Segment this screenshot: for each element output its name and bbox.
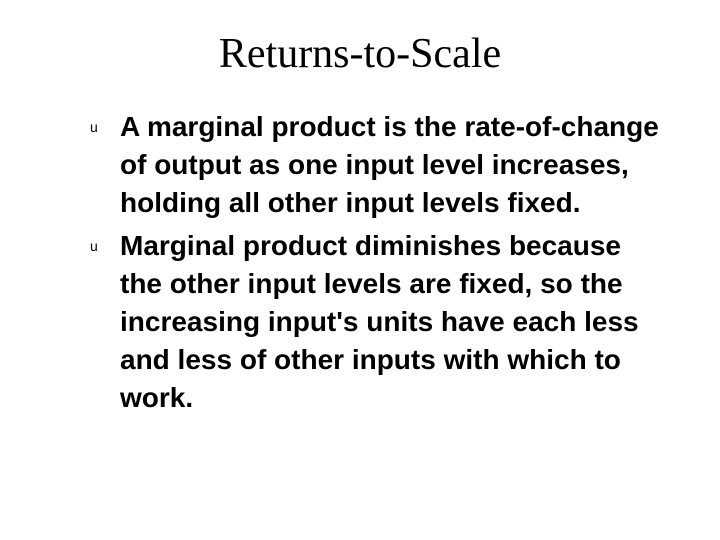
slide-title: Returns-to-Scale bbox=[50, 30, 670, 78]
bullet-text: Marginal product diminishes because the … bbox=[120, 230, 639, 412]
slide-container: Returns-to-Scale u A marginal product is… bbox=[0, 0, 720, 540]
bullet-marker: u bbox=[90, 237, 98, 256]
bullet-marker: u bbox=[90, 118, 98, 137]
bullet-text: A marginal product is the rate-of-change… bbox=[120, 111, 659, 218]
list-item: u A marginal product is the rate-of-chan… bbox=[90, 108, 670, 221]
bullet-list: u A marginal product is the rate-of-chan… bbox=[50, 108, 670, 416]
list-item: u Marginal product diminishes because th… bbox=[90, 227, 670, 416]
